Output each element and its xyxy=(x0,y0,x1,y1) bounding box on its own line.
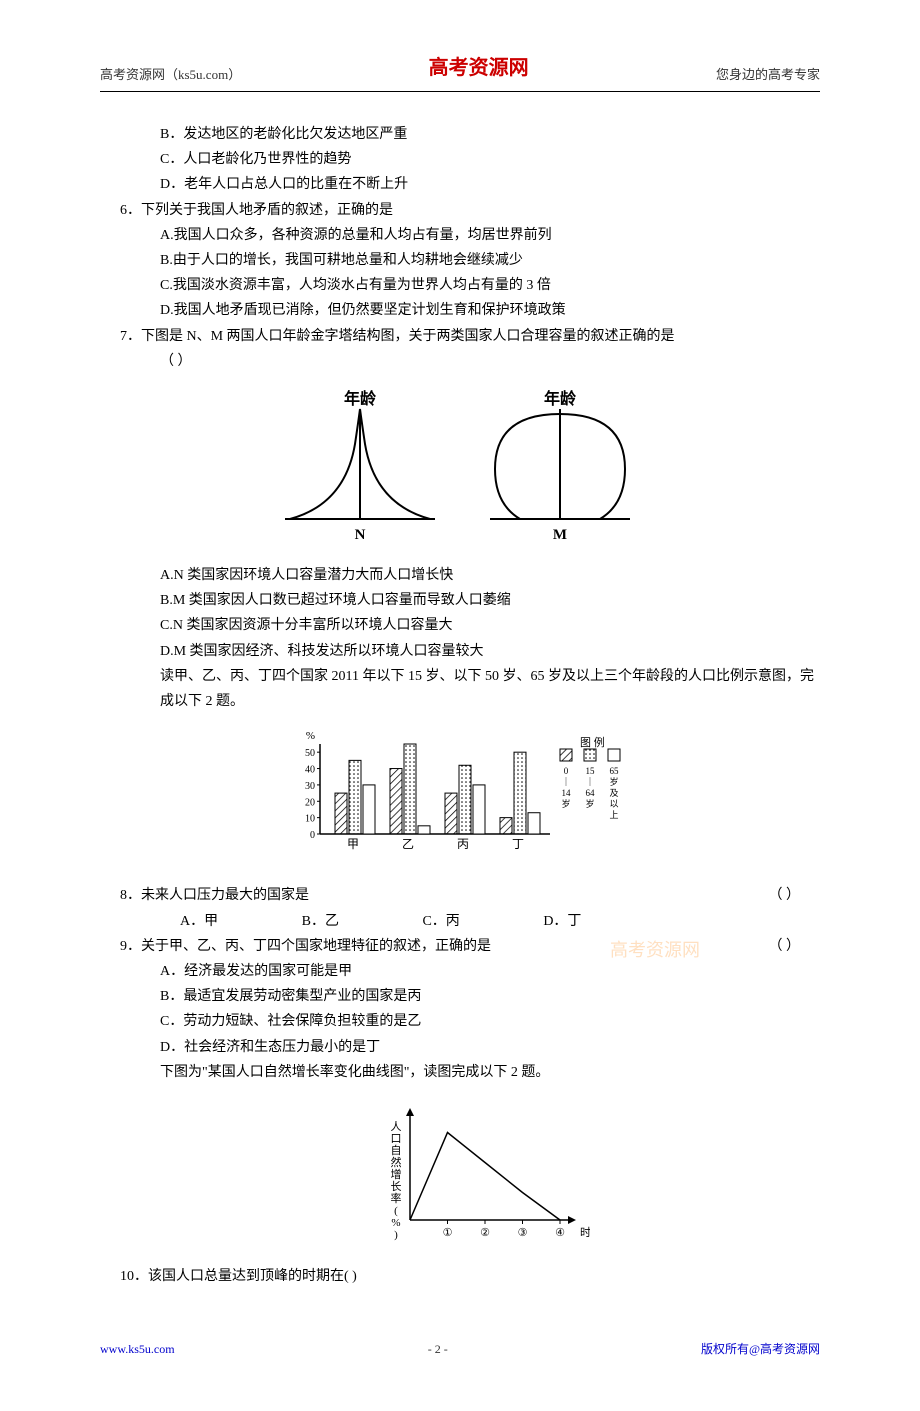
q8-stem: 8．未来人口压力最大的国家是 xyxy=(120,888,309,903)
svg-text:自: 自 xyxy=(391,1144,402,1157)
svg-text:): ) xyxy=(394,1229,398,1241)
svg-text:0: 0 xyxy=(564,766,569,776)
svg-text:0: 0 xyxy=(310,830,315,841)
svg-text:③: ③ xyxy=(518,1227,528,1239)
svg-text:岁: 岁 xyxy=(585,798,594,809)
svg-text:及: 及 xyxy=(609,788,618,798)
svg-text:①: ① xyxy=(443,1227,453,1239)
svg-text:图 例: 图 例 xyxy=(580,735,605,749)
svg-text:以: 以 xyxy=(609,799,618,809)
svg-text:65: 65 xyxy=(610,766,620,776)
q7-option-d: D.M 类国家因经济、科技发达所以环境人口容量较大 xyxy=(160,639,820,664)
svg-text:②: ② xyxy=(480,1227,490,1239)
q8-option-a: A．甲 xyxy=(180,909,218,934)
svg-text:岁: 岁 xyxy=(561,798,570,809)
svg-text:%: % xyxy=(391,1217,400,1229)
svg-text:增: 增 xyxy=(391,1167,402,1181)
document-content: B．发达地区的老龄化比欠发达地区严重 C．人口老龄化乃世界性的趋势 D．老年人口… xyxy=(100,122,820,1289)
q6-option-b: B.由于人口的增长，我国可耕地总量和人均耕地会继续减少 xyxy=(160,248,820,273)
svg-text:%: % xyxy=(306,730,315,742)
svg-text:上: 上 xyxy=(609,810,618,820)
line-chart: 人口自然增长率(%) ① ② ③ ④ 时间 xyxy=(100,1095,820,1254)
pyramid-diagram: 年龄 N 年龄 M xyxy=(100,384,820,553)
footer-url: www.ks5u.com xyxy=(100,1339,175,1361)
q9-paren: （ ） xyxy=(769,934,801,959)
q7-option-c: C.N 类国家因资源十分丰富所以环境人口容量大 xyxy=(160,613,820,638)
q9-option-d: D．社会经济和生态压力最小的是丁 xyxy=(160,1035,820,1060)
page-number: - 2 - xyxy=(428,1339,448,1361)
page-footer: www.ks5u.com - 2 - 版权所有@高考资源网 xyxy=(100,1329,820,1361)
q9-stem: 9．关于甲、乙、丙、丁四个国家地理特征的叙述，正确的是 xyxy=(120,939,491,954)
q8-option-d: D．丁 xyxy=(543,909,581,934)
svg-text:(: ( xyxy=(394,1205,398,1217)
svg-text:50: 50 xyxy=(305,748,315,759)
svg-text:｜: ｜ xyxy=(561,777,570,787)
q8-options: A．甲 B．乙 C．丙 D．丁 xyxy=(180,909,820,934)
q5-option-c: C．人口老龄化乃世界性的趋势 xyxy=(160,147,820,172)
q7-option-a: A.N 类国家因环境人口容量潜力大而人口增长快 xyxy=(160,563,820,588)
header-right: 您身边的高考专家 xyxy=(716,63,820,86)
svg-text:然: 然 xyxy=(391,1155,402,1169)
q7-chart-intro: 读甲、乙、丙、丁四个国家 2011 年以下 15 岁、以下 50 岁、65 岁及… xyxy=(160,664,820,714)
svg-text:10: 10 xyxy=(305,814,315,825)
q9-option-a: A．经济最发达的国家可能是甲 xyxy=(160,959,820,984)
header-title: 高考资源网 xyxy=(429,50,529,86)
svg-text:乙: 乙 xyxy=(402,837,414,851)
q9-option-b: B．最适宜发展劳动密集型产业的国家是丙 xyxy=(160,984,820,1009)
q8-row: 8．未来人口压力最大的国家是 （ ） xyxy=(120,883,820,908)
header-left: 高考资源网（ks5u.com） xyxy=(100,63,241,86)
q7-paren: （ ） xyxy=(160,349,820,374)
q5-option-d: D．老年人口占总人口的比重在不断上升 xyxy=(160,172,820,197)
svg-text:甲: 甲 xyxy=(347,837,359,851)
q7-option-b: B.M 类国家因人口数已超过环境人口容量而导致人口萎缩 xyxy=(160,588,820,613)
svg-text:人: 人 xyxy=(391,1120,402,1133)
q10-stem: 10．该国人口总量达到顶峰的时期在( ) xyxy=(120,1264,820,1289)
svg-text:年龄: 年龄 xyxy=(544,389,577,408)
q6-option-c: C.我国淡水资源丰富，人均淡水占有量为世界人均占有量的 3 倍 xyxy=(160,273,820,298)
svg-text:年龄: 年龄 xyxy=(344,389,377,408)
q8-option-c: C．丙 xyxy=(422,909,459,934)
svg-text:｜: ｜ xyxy=(585,777,594,787)
svg-text:丁: 丁 xyxy=(512,837,524,851)
svg-text:40: 40 xyxy=(305,765,315,776)
q9-row: 9．关于甲、乙、丙、丁四个国家地理特征的叙述，正确的是 （ ） 高考资源网 xyxy=(120,934,820,959)
svg-text:④: ④ xyxy=(555,1227,565,1239)
svg-text:长: 长 xyxy=(391,1180,402,1193)
svg-text:15: 15 xyxy=(586,766,596,776)
svg-text:14: 14 xyxy=(562,788,572,798)
svg-text:岁: 岁 xyxy=(609,776,618,787)
svg-text:时间: 时间 xyxy=(580,1226,590,1239)
svg-text:64: 64 xyxy=(586,788,596,798)
svg-text:丙: 丙 xyxy=(457,837,469,851)
svg-text:20: 20 xyxy=(305,797,315,808)
q6-option-d: D.我国人地矛盾现已消除，但仍然要坚定计划生育和保护环境政策 xyxy=(160,298,820,323)
q7-stem: 7．下图是 N、M 两国人口年龄金字塔结构图，关于两类国家人口合理容量的叙述正确… xyxy=(120,324,820,349)
q9-option-c: C．劳动力短缺、社会保障负担较重的是乙 xyxy=(160,1009,820,1034)
footer-copyright: 版权所有@高考资源网 xyxy=(701,1339,820,1361)
page-header: 高考资源网（ks5u.com） 高考资源网 您身边的高考专家 xyxy=(100,50,820,92)
q9-chart-intro: 下图为"某国人口自然增长率变化曲线图"，读图完成以下 2 题。 xyxy=(160,1060,820,1085)
watermark: 高考资源网 xyxy=(610,934,700,966)
bar-chart: %01020304050甲乙丙丁图 例0｜14岁15｜64岁65岁及以上 xyxy=(100,724,820,873)
q5-option-b: B．发达地区的老龄化比欠发达地区严重 xyxy=(160,122,820,147)
svg-text:30: 30 xyxy=(305,781,315,792)
q8-option-b: B．乙 xyxy=(302,909,339,934)
svg-text:口: 口 xyxy=(391,1133,402,1145)
q6-stem: 6．下列关于我国人地矛盾的叙述，正确的是 xyxy=(120,198,820,223)
q6-option-a: A.我国人口众多，各种资源的总量和人均占有量，均居世界前列 xyxy=(160,223,820,248)
svg-text:N: N xyxy=(355,527,366,543)
q8-paren: （ ） xyxy=(769,883,801,908)
svg-text:率: 率 xyxy=(391,1191,402,1205)
svg-text:M: M xyxy=(553,527,567,543)
